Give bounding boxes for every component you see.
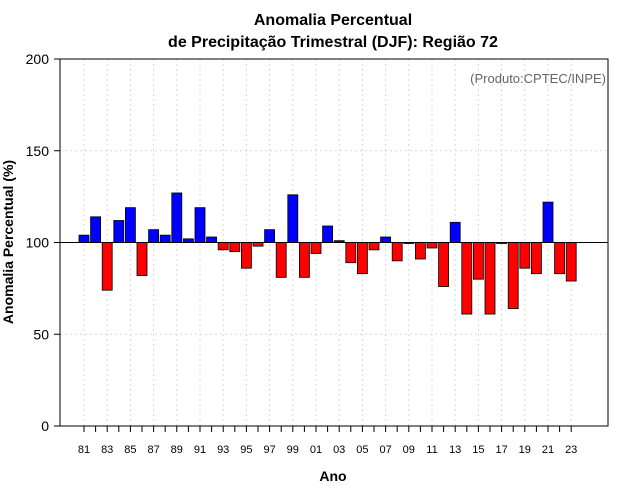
x-tick-label: 05 <box>356 444 368 456</box>
bar-02 <box>322 225 334 243</box>
x-tick-label: 99 <box>287 444 299 456</box>
y-tick-label: 150 <box>26 143 50 159</box>
x-axis-label: Ano <box>319 468 346 484</box>
bar-21 <box>542 201 554 243</box>
bar-12 <box>438 242 450 287</box>
x-tick-label: 03 <box>333 444 345 456</box>
x-tick-label: 85 <box>124 444 136 456</box>
bar-88 <box>159 234 171 243</box>
credit-text: (Produto:CPTEC/INPE) <box>470 71 606 86</box>
x-tick-label: 01 <box>310 444 322 456</box>
x-axis: 81 83 85 87 89 91 93 95 97 99 01 03 05 07 09 11 13 15 17 19… <box>78 426 577 456</box>
y-tick-label: 50 <box>33 326 49 342</box>
x-tick-label: 83 <box>101 444 113 456</box>
bar-83 <box>101 242 113 291</box>
bar-10 <box>414 242 426 260</box>
x-tick-label: 13 <box>449 444 461 456</box>
bar-18 <box>507 242 519 309</box>
bar-04 <box>345 242 357 264</box>
bars <box>78 192 577 315</box>
bar-14 <box>461 242 473 315</box>
bar-13 <box>449 221 461 243</box>
bar-05 <box>356 242 368 275</box>
bar-96 <box>252 242 264 247</box>
bar-87 <box>148 229 160 243</box>
x-tick-label: 95 <box>240 444 252 456</box>
bar-99 <box>287 194 299 243</box>
bar-20 <box>531 242 542 275</box>
bar-94 <box>229 242 241 253</box>
x-tick-label: 23 <box>565 444 577 456</box>
y-axis-label: Anomalia Percentual (%) <box>0 160 16 324</box>
bar-07 <box>380 236 392 243</box>
bar-82 <box>90 216 101 243</box>
bar-98 <box>275 242 287 278</box>
bar-92 <box>206 236 218 243</box>
y-tick-label: 0 <box>41 418 49 434</box>
x-tick-label: 07 <box>379 444 391 456</box>
bar-86 <box>136 242 148 276</box>
bar-84 <box>113 220 125 243</box>
x-tick-label: 19 <box>519 444 531 456</box>
bar-08 <box>391 242 403 262</box>
x-tick-label: 21 <box>542 444 554 456</box>
y-axis: 0 50 100 150 200 <box>26 51 60 434</box>
bar-81 <box>78 234 90 243</box>
x-tick-label: 97 <box>263 444 275 456</box>
bar-00 <box>298 242 310 278</box>
x-tick-label: 89 <box>171 444 183 456</box>
bar-23 <box>565 242 577 282</box>
bar-19 <box>519 242 531 269</box>
bar-85 <box>125 207 136 243</box>
x-tick-label: 87 <box>147 444 159 456</box>
bar-90 <box>182 238 194 243</box>
chart-title-line1: Anomalia Percentual <box>254 12 412 29</box>
bar-16 <box>484 242 496 315</box>
bar-06 <box>368 242 380 251</box>
x-tick-label: 11 <box>426 444 437 456</box>
bar-95 <box>240 242 252 269</box>
bar-97 <box>264 229 276 243</box>
x-tick-label: 15 <box>472 444 484 456</box>
bar-91 <box>194 207 206 243</box>
x-tick-label: 09 <box>403 444 415 456</box>
bar-11 <box>426 242 438 249</box>
y-tick-label: 100 <box>26 235 50 251</box>
x-tick-label: 93 <box>217 444 229 456</box>
x-tick-label: 81 <box>78 444 90 456</box>
grid <box>60 59 608 426</box>
x-tick-label: 17 <box>495 444 507 456</box>
bar-01 <box>310 242 322 254</box>
bar-89 <box>171 192 183 243</box>
bar-15 <box>472 242 484 280</box>
bar-93 <box>217 242 229 251</box>
chart-title-line2: de Precipitação Trimestral (DJF): Região… <box>168 34 498 51</box>
x-tick-label: 91 <box>194 444 206 456</box>
y-tick-label: 200 <box>26 51 50 67</box>
bar-22 <box>554 242 565 275</box>
